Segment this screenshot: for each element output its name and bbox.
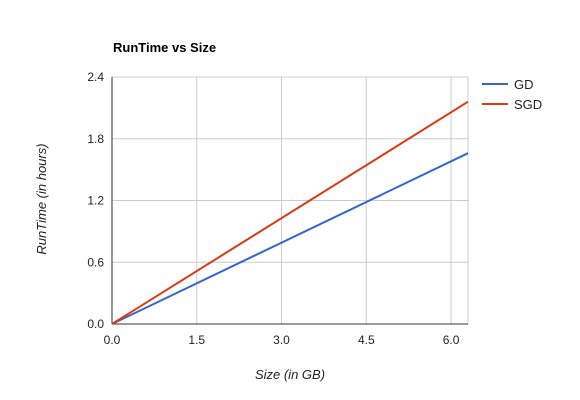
y-tick-label: 2.4	[87, 70, 104, 84]
x-tick-label: 6.0	[443, 333, 460, 347]
y-tick-label: 0.6	[87, 255, 104, 269]
x-tick-label: 4.5	[358, 333, 375, 347]
y-tick-label: 0.0	[87, 317, 104, 331]
grid-lines	[112, 76, 469, 324]
series-lines	[111, 100, 469, 325]
y-tick-label: 1.2	[87, 194, 104, 208]
legend-label-sgd: SGD	[514, 97, 542, 112]
y-tick-label: 1.8	[87, 132, 104, 146]
x-axis-label: Size (in GB)	[255, 367, 325, 382]
chart-title: RunTime vs Size	[113, 40, 216, 55]
tick-labels: 0.0 0.6 1.2 1.8 2.4 0.0 1.5 3.0 4.5 6.0	[87, 70, 459, 347]
x-tick-label: 3.0	[273, 333, 290, 347]
axes	[111, 77, 468, 325]
x-tick-label: 0.0	[104, 333, 121, 347]
legend: GD SGD	[482, 77, 542, 112]
y-axis-label: RunTime (in hours)	[34, 143, 49, 254]
series-line-gd	[111, 152, 469, 325]
series-line-sgd	[111, 100, 469, 325]
legend-label-gd: GD	[514, 77, 534, 92]
x-tick-label: 1.5	[188, 333, 205, 347]
